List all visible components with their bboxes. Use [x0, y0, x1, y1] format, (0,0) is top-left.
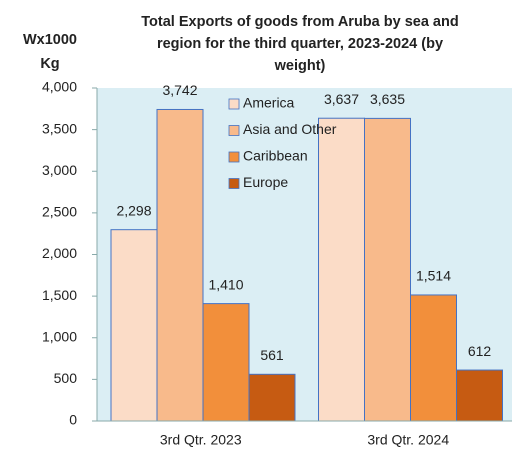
bar [248, 373, 296, 422]
value-label: 561 [260, 347, 284, 363]
chart-title: weight) [274, 58, 326, 74]
bar [156, 108, 204, 422]
legend-label: America [243, 95, 295, 111]
x-tick-label: 3rd Qtr. 2024 [367, 432, 449, 448]
legend-label: Asia and Other [243, 121, 337, 137]
legend-swatch [228, 178, 240, 189]
y-tick-label: 1,000 [42, 328, 77, 344]
chart-title: Total Exports of goods from Aruba by sea… [141, 14, 458, 30]
bar [364, 117, 411, 422]
value-label: 612 [468, 343, 492, 359]
value-label: 2,298 [116, 202, 151, 218]
value-label: 3,637 [324, 91, 359, 107]
y-tick-label: 2,000 [42, 245, 77, 261]
y-tick-label: 0 [69, 412, 77, 428]
value-label: 3,635 [370, 91, 405, 107]
bar [110, 229, 158, 422]
legend-label: Europe [243, 174, 288, 190]
y-tick-label: 500 [54, 370, 78, 386]
x-tick-label: 3rd Qtr. 2023 [160, 432, 242, 448]
bar [202, 303, 250, 422]
chart-title: region for the third quarter, 2023-2024 … [157, 36, 443, 52]
legend-swatch [228, 125, 240, 136]
bar [456, 369, 503, 422]
legend-swatch [228, 151, 240, 163]
y-axis-title: Kg [40, 56, 59, 72]
y-tick-label: 1,500 [42, 287, 77, 303]
y-tick-label: 3,000 [42, 162, 77, 178]
legend-swatch [228, 98, 240, 110]
y-axis-title: Wx1000 [23, 32, 77, 48]
value-label: 1,514 [416, 268, 451, 284]
bar [410, 294, 457, 422]
y-tick-label: 2,500 [42, 204, 77, 220]
y-tick-label: 3,500 [42, 120, 77, 136]
y-tick-label: 4,000 [42, 79, 77, 95]
bar [318, 117, 365, 422]
legend-label: Caribbean [243, 148, 308, 164]
value-label: 1,410 [208, 276, 243, 292]
value-label: 3,742 [162, 82, 197, 98]
